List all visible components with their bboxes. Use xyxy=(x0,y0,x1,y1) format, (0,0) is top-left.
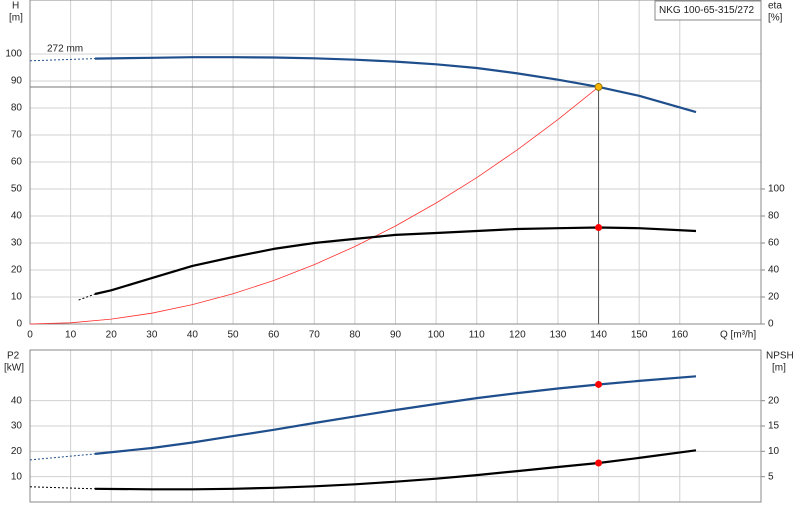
x-tick-label: 20 xyxy=(106,330,118,341)
duty-point xyxy=(594,83,603,91)
x-tick-label: 100 xyxy=(428,330,445,341)
x-tick-label: 10 xyxy=(65,330,77,341)
x-tick-label: 50 xyxy=(227,330,239,341)
x-tick-label: 30 xyxy=(146,330,158,341)
y-tick-label: 10 xyxy=(11,292,23,303)
x-tick-label: 90 xyxy=(390,330,402,341)
y-tick-label: 10 xyxy=(11,471,23,482)
y-tick-label: 60 xyxy=(11,157,23,168)
x-tick-label: 130 xyxy=(550,330,567,341)
x-tick-label: 140 xyxy=(590,330,607,341)
y-tick-label: 30 xyxy=(11,421,23,432)
x-tick-label: 60 xyxy=(268,330,280,341)
x-tick-label: 160 xyxy=(671,330,688,341)
title-box xyxy=(654,0,762,21)
y-tick-label: 0 xyxy=(16,319,22,330)
y-tick-label: 50 xyxy=(11,184,23,195)
y-tick-label: 20 xyxy=(11,265,23,276)
curve xyxy=(94,449,697,491)
y-tick-label: 70 xyxy=(11,130,23,141)
y2-axis-label: eta xyxy=(768,1,782,12)
y-axis-unit: [m] xyxy=(9,13,23,24)
plot-layer: 0 10 20 30 40 50 60 70 80 90 100 110 120 130 140 150 160… xyxy=(5,0,785,503)
y2-axis-label: NPSH xyxy=(766,351,794,362)
annotation: 272 mm xyxy=(47,44,83,55)
x-tick-label: 70 xyxy=(309,330,321,341)
y2-tick-label: 10 xyxy=(768,446,780,457)
y-axis-unit: [kW] xyxy=(4,363,24,374)
x-tick-label: 110 xyxy=(469,330,485,341)
curve xyxy=(29,58,96,62)
y2-tick-label: 60 xyxy=(768,238,780,249)
y-tick-label: 40 xyxy=(11,211,23,222)
point-marker xyxy=(595,459,603,467)
curve xyxy=(29,86,599,325)
y2-tick-label: 20 xyxy=(768,292,780,303)
x-tick-label: 150 xyxy=(631,330,648,341)
y-axis-label: P2 xyxy=(7,351,20,362)
y-tick-label: 30 xyxy=(11,238,23,249)
y2-tick-label: 5 xyxy=(768,471,774,482)
plot-frame xyxy=(29,349,762,503)
y-axis-label: H xyxy=(12,1,19,12)
curve xyxy=(94,375,697,455)
y2-tick-label: 0 xyxy=(768,319,774,330)
x-tick-label: 120 xyxy=(509,330,526,341)
y2-tick-label: 15 xyxy=(768,421,780,432)
point-marker xyxy=(595,380,603,388)
y-tick-label: 90 xyxy=(11,76,23,87)
curve xyxy=(94,226,697,296)
y2-tick-label: 40 xyxy=(768,265,780,276)
y-tick-label: 20 xyxy=(11,446,23,457)
plot-frame xyxy=(29,0,762,325)
curve xyxy=(94,56,697,114)
x-tick-label: 40 xyxy=(187,330,199,341)
x-tick-label: 0 xyxy=(27,330,33,341)
y-tick-label: 100 xyxy=(5,49,22,60)
y2-axis-unit: [m] xyxy=(772,363,786,374)
y2-tick-label: 100 xyxy=(768,184,785,195)
y-tick-label: 40 xyxy=(11,395,23,406)
x-axis-label: Q [m³/h] xyxy=(720,330,756,341)
y2-tick-label: 80 xyxy=(768,211,780,222)
x-tick-label: 80 xyxy=(349,330,361,341)
y2-tick-label: 20 xyxy=(768,395,780,406)
y2-axis-unit: [%] xyxy=(768,13,783,24)
curve xyxy=(29,453,96,461)
curve xyxy=(29,486,96,490)
point-marker xyxy=(595,223,603,231)
curve xyxy=(78,293,96,301)
chart-title: NKG 100-65-315/272 xyxy=(659,5,755,16)
y-tick-label: 80 xyxy=(11,103,23,114)
